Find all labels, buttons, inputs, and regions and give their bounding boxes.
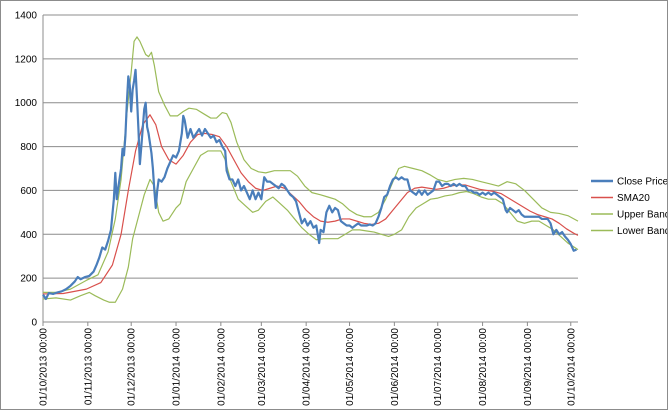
x-tick-labels: 01/10/2013 00:00 01/11/2013 00:00 01/12/20…: [39, 322, 577, 406]
y-tick-label: 200: [20, 274, 37, 285]
y-tick-label: 800: [20, 142, 37, 153]
x-tick-label: 01/05/2014 00:00: [345, 328, 356, 406]
x-tick-label: 01/07/2014 00:00: [433, 328, 444, 406]
x-tick-label: 01/03/2014 00:00: [257, 328, 268, 406]
x-tick-label: 01/09/2014 00:00: [523, 328, 534, 406]
axes: [42, 15, 578, 323]
x-tick-label: 01/10/2014 00:00: [566, 328, 577, 406]
legend-label: Close Price: [617, 177, 667, 188]
legend-label: Upper Band: [617, 210, 667, 221]
legend-label: Lower Band: [617, 226, 667, 237]
y-tick-label: 0: [31, 318, 37, 329]
gridlines: [43, 14, 578, 279]
x-tick-label: 01/12/2013 00:00: [127, 328, 138, 406]
x-tick-label: 01/01/2014 00:00: [172, 328, 183, 406]
x-tick-label: 01/04/2014 00:00: [302, 328, 313, 406]
x-tick-label: 01/08/2014 00:00: [478, 328, 489, 406]
legend-label: SMA20: [617, 193, 650, 204]
y-tick-label: 1000: [15, 98, 38, 109]
series-lines: [42, 36, 579, 303]
series-line-sma20: [42, 114, 579, 295]
x-tick-label: 01/10/2013 00:00: [39, 328, 50, 406]
series-line-close-price: [42, 68, 577, 301]
x-tick-label: 01/11/2013 00:00: [83, 328, 94, 406]
y-tick-label: 1400: [15, 11, 38, 22]
y-tick-labels: 0 200 400 600 800 1000 1200 1400: [15, 11, 38, 329]
y-tick-label: 600: [20, 186, 37, 197]
x-tick-label: 01/06/2014 00:00: [390, 328, 401, 406]
legend: Close Price SMA20 Upper Band Lower Band: [591, 177, 667, 237]
y-tick-label: 400: [20, 230, 37, 241]
series-line-upper-band: [43, 36, 579, 293]
y-tick-label: 1200: [15, 54, 38, 65]
x-tick-label: 01/02/2014 00:00: [216, 328, 227, 406]
series-line-lower-band: [42, 150, 579, 303]
